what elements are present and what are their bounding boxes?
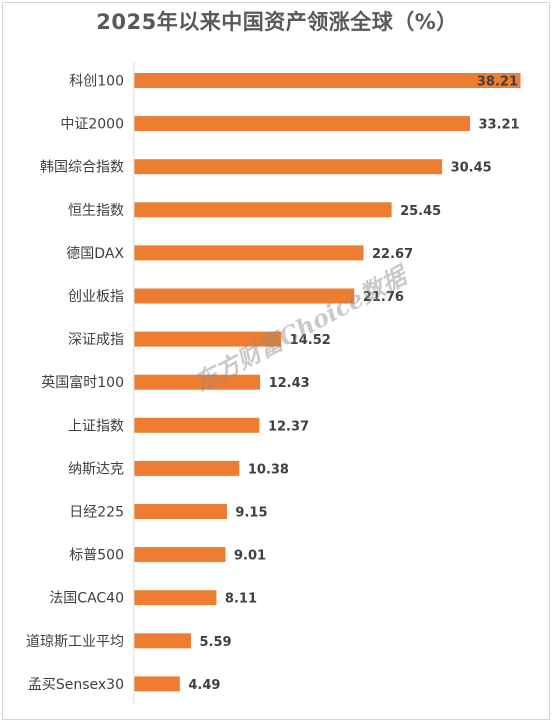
data-label: 14.52	[290, 333, 331, 348]
category-label: 中证2000	[60, 117, 124, 133]
chart-title: 2025年以来中国资产领涨全球（%）	[96, 10, 458, 34]
data-label: 4.49	[188, 678, 220, 693]
bar	[134, 288, 355, 304]
bar	[134, 116, 470, 132]
bar	[134, 460, 240, 476]
category-label: 法国CAC40	[49, 591, 124, 607]
bar	[134, 547, 226, 563]
data-label: 9.01	[234, 549, 266, 564]
data-label: 38.21	[477, 75, 518, 90]
bar	[134, 245, 364, 261]
bar	[134, 676, 180, 692]
data-label: 25.45	[400, 204, 441, 219]
category-label: 德国DAX	[66, 246, 124, 262]
category-label: 标普500	[69, 548, 124, 564]
bar	[134, 504, 227, 519]
category-label: 道琼斯工业平均	[26, 634, 124, 650]
bar	[134, 590, 217, 606]
bar	[134, 417, 260, 433]
bar	[134, 331, 282, 347]
category-label: 深证成指	[68, 332, 124, 348]
data-label: 30.45	[451, 161, 492, 176]
data-label: 5.59	[199, 635, 231, 650]
data-label: 8.11	[225, 592, 257, 607]
bar	[134, 159, 443, 175]
category-label: 科创100	[69, 74, 124, 90]
data-label: 10.38	[248, 462, 289, 477]
data-label: 12.37	[268, 419, 309, 434]
bar	[134, 374, 261, 390]
category-label: 英国富时100	[41, 374, 124, 391]
data-label: 33.21	[478, 118, 519, 133]
category-label: 韩国综合指数	[40, 160, 124, 176]
category-label: 日经225	[69, 505, 124, 521]
data-label: 12.43	[269, 376, 310, 391]
category-label: 创业板指	[68, 289, 124, 305]
data-label: 22.67	[372, 247, 413, 262]
bar	[134, 202, 392, 218]
data-label: 9.15	[235, 506, 267, 521]
bar	[134, 633, 191, 649]
category-label: 恒生指数	[68, 203, 124, 219]
data-label: 21.76	[363, 290, 404, 305]
category-label: 纳斯达克	[68, 461, 124, 477]
category-label: 上证指数	[68, 418, 124, 434]
category-label: 孟买Sensex30	[28, 677, 124, 693]
bar	[134, 73, 521, 88]
